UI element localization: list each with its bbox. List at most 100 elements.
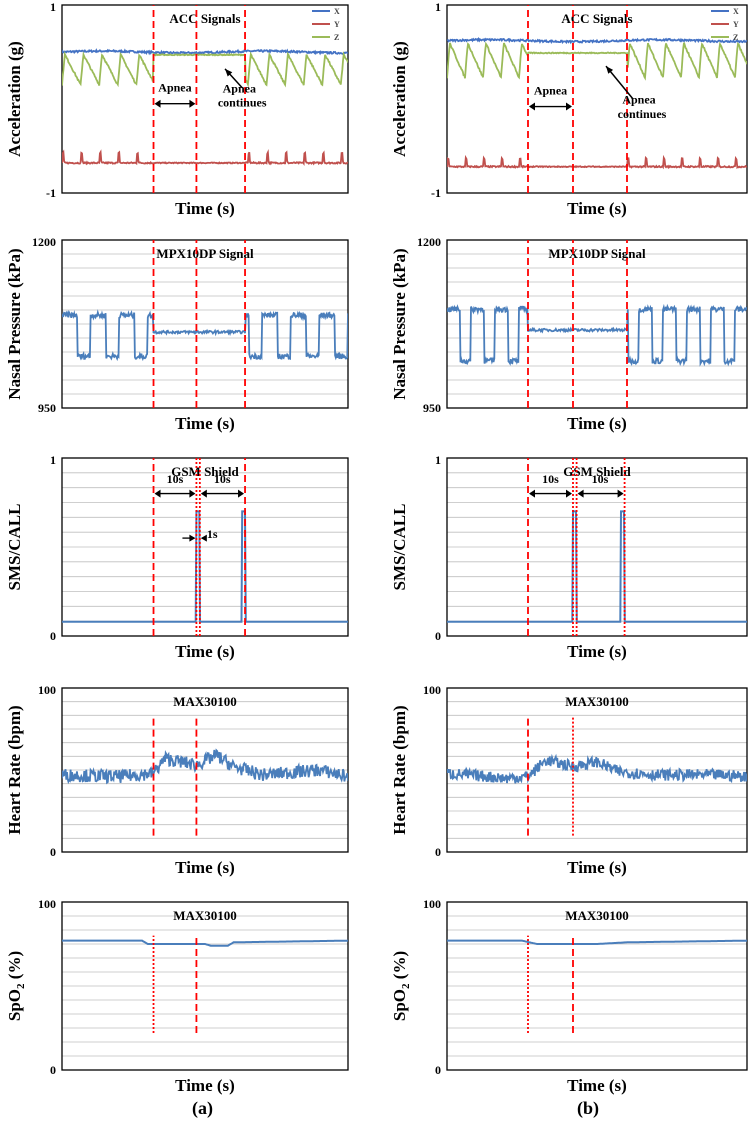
series-x <box>62 48 348 56</box>
x-axis-label: Time (s) <box>567 1076 627 1095</box>
series-z <box>447 41 747 81</box>
series-pressure <box>62 309 348 362</box>
y-axis-label: Nasal Pressure (kPa) <box>390 248 409 399</box>
series-y <box>447 154 747 170</box>
plot-frame <box>61 687 349 853</box>
series-y <box>62 149 348 166</box>
y-axis-label: SpO2 (%) <box>390 951 412 1021</box>
chart-title: MAX30100 <box>173 694 237 709</box>
plot-frame <box>61 901 349 1071</box>
y-axis-label: SMS/CALL <box>5 504 24 591</box>
y-axis-label: Acceleration (g) <box>5 41 24 157</box>
chart-title: ACC Signals <box>169 11 240 26</box>
annotation-label: Apnea <box>158 80 191 94</box>
series-hr <box>447 753 747 784</box>
annotation-label: 10s <box>214 472 231 486</box>
series-hr <box>62 748 348 785</box>
y-tick-label: 1 <box>435 453 441 467</box>
y-tick-label: 1 <box>50 0 56 14</box>
chart-b-3: MAX30100 100 0 Heart Rate (bpm) Time (s) <box>390 683 748 877</box>
y-tick-label: 1200 <box>417 235 441 249</box>
arrow-head <box>189 99 196 108</box>
annotation-label: continues <box>218 96 267 110</box>
y-axis-label: Heart Rate (bpm) <box>5 705 24 834</box>
y-tick-label: 100 <box>38 683 56 697</box>
arrow-head <box>566 489 572 498</box>
annotation-label: 10s <box>167 472 184 486</box>
y-tick-label: 0 <box>50 629 56 643</box>
annotation-label: 10s <box>592 472 609 486</box>
arrow-head <box>238 489 245 498</box>
chart-a-1: MPX10DP Signal 1200 950 Nasal Pressure (kPa… <box>5 235 349 433</box>
panel-label-b: (b) <box>577 1098 599 1118</box>
chart-b-2: GSM Shield 1 0 SMS/CALL Time (s) 10s 10s <box>390 453 748 661</box>
arrow-head <box>200 534 207 542</box>
y-tick-label: 0 <box>435 1063 441 1077</box>
chart-title: MAX30100 <box>565 694 629 709</box>
y-tick-label: 0 <box>50 1063 56 1077</box>
annotation-label: Apnea <box>223 81 256 95</box>
series-z <box>62 51 348 88</box>
chart-title: MPX10DP Signal <box>548 246 646 261</box>
y-tick-label: 0 <box>50 845 56 859</box>
y-tick-label: 0 <box>435 845 441 859</box>
y-axis-label: SMS/CALL <box>390 504 409 591</box>
legend-label: X <box>334 7 340 16</box>
y-axis-label: Acceleration (g) <box>390 41 409 157</box>
series-spo2 <box>447 939 747 945</box>
annotation-label: continues <box>618 107 667 121</box>
y-axis-label: Heart Rate (bpm) <box>390 705 409 834</box>
plot-frame <box>446 901 748 1071</box>
y-tick-label: -1 <box>46 186 56 200</box>
series-signal <box>62 510 348 623</box>
plot-frame <box>61 457 349 637</box>
arrow-head <box>617 489 624 498</box>
arrow-head <box>606 66 614 74</box>
y-tick-label: 950 <box>423 401 441 415</box>
chart-a-0: ACC Signals 1 -1 Acceleration (g) Time (s) XY… <box>5 0 349 218</box>
series-spo2 <box>62 939 348 947</box>
panel-label-a: (a) <box>192 1098 213 1118</box>
chart-b-0: ACC Signals 1 -1 Acceleration (g) Time (s) XY… <box>390 0 748 218</box>
legend-label: Y <box>733 20 739 29</box>
plot-frame <box>446 239 748 409</box>
arrow-head <box>154 489 161 498</box>
y-tick-label: 1 <box>50 453 56 467</box>
arrow-head <box>189 534 196 542</box>
y-axis-label: Nasal Pressure (kPa) <box>5 248 24 399</box>
y-tick-label: 0 <box>435 629 441 643</box>
chart-title: MPX10DP Signal <box>156 246 254 261</box>
arrow-head <box>566 102 572 111</box>
legend-label: Z <box>733 33 738 42</box>
chart-a-2: GSM Shield 1 0 SMS/CALL Time (s) 10s 10s 1s <box>5 453 349 661</box>
series-signal <box>447 510 747 623</box>
annotation-label: 10s <box>542 472 559 486</box>
x-axis-label: Time (s) <box>175 199 235 218</box>
x-axis-label: Time (s) <box>175 414 235 433</box>
legend-label: Y <box>334 20 340 29</box>
plot-frame <box>61 4 349 194</box>
x-axis-label: Time (s) <box>175 858 235 877</box>
chart-a-3: MAX30100 100 0 Heart Rate (bpm) Time (s) <box>5 683 349 877</box>
arrow-head <box>225 68 233 77</box>
y-axis-label: SpO2 (%) <box>5 951 27 1021</box>
plot-frame <box>446 4 748 194</box>
series-pressure <box>447 303 747 367</box>
y-tick-label: 100 <box>423 897 441 911</box>
x-axis-label: Time (s) <box>175 642 235 661</box>
plot-frame <box>446 457 748 637</box>
legend-label: Z <box>334 33 339 42</box>
y-tick-label: 1200 <box>32 235 56 249</box>
x-axis-label: Time (s) <box>567 199 627 218</box>
x-axis-label: Time (s) <box>567 642 627 661</box>
arrow-head <box>529 489 535 498</box>
chart-title: MAX30100 <box>565 908 629 923</box>
chart-b-4: MAX30100 100 0 SpO2 (%) Time (s) <box>390 897 748 1095</box>
chart-b-1: MPX10DP Signal 1200 950 Nasal Pressure (kPa… <box>390 235 748 433</box>
y-tick-label: -1 <box>431 186 441 200</box>
chart-title: ACC Signals <box>561 11 632 26</box>
chart-a-4: MAX30100 100 0 SpO2 (%) Time (s) <box>5 897 349 1095</box>
y-tick-label: 950 <box>38 401 56 415</box>
